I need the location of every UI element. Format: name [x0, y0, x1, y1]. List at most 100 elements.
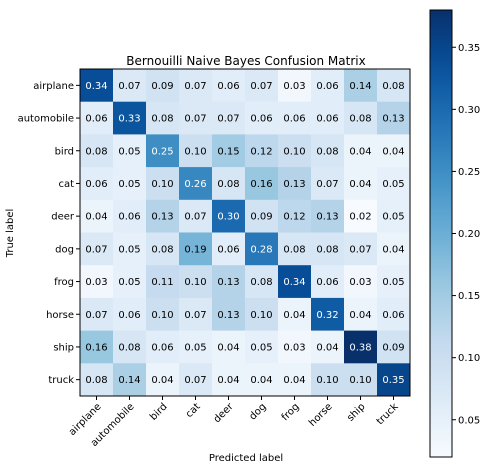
cell-value-label: 0.05	[250, 342, 272, 353]
heatmap-cell	[377, 199, 411, 233]
heatmap-cell	[377, 101, 411, 135]
heatmap-cell	[344, 101, 378, 135]
y-tick-label: truck	[48, 375, 74, 386]
heatmap-cell	[278, 363, 312, 397]
cell-value-label: 0.06	[382, 310, 404, 321]
cell-value-label: 0.11	[151, 277, 173, 288]
cell-value-label: 0.15	[217, 146, 239, 157]
cell-value-label: 0.04	[250, 375, 272, 386]
cell-value-label: 0.04	[316, 342, 338, 353]
y-tick-label: dog	[55, 244, 74, 255]
cell-value-label: 0.04	[349, 179, 371, 190]
cell-value-label: 0.08	[151, 244, 173, 255]
heatmap-cell	[80, 134, 114, 168]
heatmap-cell	[344, 199, 378, 233]
x-tick-label: truck	[375, 401, 401, 427]
cell-value-label: 0.05	[382, 179, 404, 190]
heatmap-cell	[311, 297, 345, 331]
cell-value-label: 0.30	[217, 212, 239, 223]
heatmap-cells	[80, 69, 411, 397]
cell-value-label: 0.04	[349, 310, 371, 321]
heatmap-cell	[146, 101, 180, 135]
cell-value-label: 0.10	[283, 146, 305, 157]
cell-value-label: 0.09	[151, 81, 173, 92]
heatmap-cell	[146, 69, 180, 103]
y-tick-label: ship	[53, 342, 74, 353]
cell-value-label: 0.08	[349, 114, 371, 125]
y-tick-label: airplane	[33, 81, 74, 92]
cell-value-label: 0.07	[184, 81, 206, 92]
heatmap-cell	[80, 330, 114, 364]
heatmap-cell	[377, 69, 411, 103]
heatmap-cell	[377, 167, 411, 201]
y-axis-label: True label	[5, 209, 16, 259]
heatmap-cell	[311, 101, 345, 135]
heatmap-cell	[245, 232, 279, 266]
colorbar	[429, 9, 453, 458]
heatmap-cell	[311, 265, 345, 299]
heatmap-cell	[344, 330, 378, 364]
x-tick-label: bird	[148, 401, 170, 423]
cell-value-label: 0.08	[118, 342, 140, 353]
cell-value-label: 0.34	[283, 277, 305, 288]
heatmap-cell	[377, 232, 411, 266]
y-tick-label: automobile	[18, 114, 74, 125]
cell-value-label: 0.06	[118, 212, 140, 223]
heatmap-cell	[146, 134, 180, 168]
heatmap-cell	[245, 330, 279, 364]
cell-value-label: 0.06	[85, 179, 107, 190]
heatmap-cell	[179, 134, 213, 168]
y-axis-ticks: airplane automobile bird cat deer dog frog hors…	[18, 81, 80, 386]
heatmap-cell	[377, 297, 411, 331]
x-tick-label: dog	[248, 401, 269, 422]
heatmap-cell	[311, 363, 345, 397]
heatmap-cell	[146, 363, 180, 397]
cell-value-label: 0.14	[118, 375, 140, 386]
heatmap-cell	[278, 69, 312, 103]
cell-value-label: 0.10	[184, 146, 206, 157]
heatmap-cell	[311, 69, 345, 103]
heatmap-cell	[212, 297, 246, 331]
x-tick-label: horse	[307, 401, 335, 429]
cell-value-label: 0.08	[151, 114, 173, 125]
heatmap-cell	[179, 330, 213, 364]
y-tick-label: bird	[55, 146, 74, 157]
heatmap-cell	[245, 101, 279, 135]
heatmap-cell	[245, 199, 279, 233]
heatmap-cell	[377, 363, 411, 397]
cell-value-label: 0.28	[250, 244, 272, 255]
heatmap-cell	[179, 167, 213, 201]
cell-value-label: 0.14	[349, 81, 371, 92]
heatmap-cell	[344, 297, 378, 331]
cell-value-label: 0.08	[316, 244, 338, 255]
cell-value-label: 0.04	[283, 310, 305, 321]
cell-value-label: 0.04	[382, 146, 404, 157]
x-tick-label: frog	[280, 401, 302, 423]
cell-value-label: 0.07	[316, 179, 338, 190]
cell-value-label: 0.10	[349, 375, 371, 386]
heatmap-cell	[245, 134, 279, 168]
heatmap-cell	[179, 265, 213, 299]
cell-value-label: 0.10	[250, 310, 272, 321]
heatmap-cell	[278, 101, 312, 135]
heatmap-cell	[113, 330, 147, 364]
heatmap-cell	[80, 363, 114, 397]
cell-value-label: 0.08	[283, 244, 305, 255]
heatmap-cell	[113, 134, 147, 168]
heatmap-cell	[344, 363, 378, 397]
cell-value-label: 0.08	[85, 146, 107, 157]
colorbar-tick-label: 0.15	[458, 291, 480, 302]
heatmap-cell	[113, 297, 147, 331]
heatmap-cell	[311, 199, 345, 233]
heatmap-cell	[179, 297, 213, 331]
heatmap-cell	[344, 69, 378, 103]
heatmap-cell	[278, 199, 312, 233]
heatmap-cell	[311, 232, 345, 266]
x-tick-label: cat	[184, 401, 203, 420]
cell-value-label: 0.10	[316, 375, 338, 386]
cell-value-label: 0.05	[382, 212, 404, 223]
cell-value-label: 0.07	[184, 310, 206, 321]
cell-value-label: 0.06	[316, 114, 338, 125]
cell-value-label: 0.32	[316, 310, 338, 321]
cell-value-label: 0.05	[382, 277, 404, 288]
